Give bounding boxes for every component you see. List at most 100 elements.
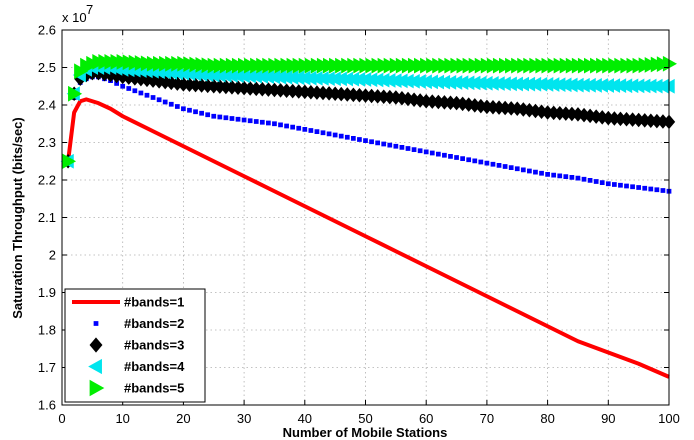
series-marker [563, 174, 569, 179]
series-marker [168, 101, 174, 107]
series-marker [387, 142, 393, 148]
series-marker [266, 120, 271, 126]
series-marker [599, 180, 605, 185]
x-tick-label: 0 [58, 411, 65, 426]
y-tick-label: 1.9 [38, 285, 56, 300]
series-marker [199, 110, 204, 116]
series-marker [144, 92, 150, 98]
series-marker [363, 138, 368, 143]
series-marker [520, 167, 526, 173]
y-axis-label: Saturation Throughput (bits/sec) [10, 117, 25, 319]
x-tick-label: 60 [419, 411, 433, 426]
series-marker [308, 128, 314, 133]
y-tick-label: 2.2 [38, 173, 56, 188]
series-marker [241, 117, 247, 123]
x-tick-label: 40 [298, 411, 312, 426]
series-marker [332, 132, 338, 138]
series-marker [344, 134, 350, 140]
series-marker [502, 164, 508, 169]
series-marker [320, 130, 326, 136]
ticks: 0 10 20 30 40 50 60 70 80 90 100 1.6 1.7 1.8 1.9 2 2.1 2.… [38, 23, 680, 427]
series-marker [514, 166, 520, 172]
series-marker [205, 112, 211, 118]
legend-swatch [93, 321, 99, 326]
series-marker [642, 185, 648, 191]
series-marker [527, 168, 532, 174]
series-layer [60, 54, 678, 379]
series-marker [369, 139, 374, 145]
series-marker [338, 133, 344, 139]
series-marker [272, 121, 277, 127]
series-marker [648, 186, 654, 192]
legend-swatch [89, 379, 105, 397]
series-marker [569, 175, 575, 180]
y-tick-label: 1.6 [38, 398, 56, 413]
y-tick-label: 2.4 [38, 98, 56, 113]
series-marker [259, 119, 265, 125]
series-marker [630, 184, 635, 190]
y-tick-label: 2.1 [38, 210, 56, 225]
series-marker [357, 137, 362, 142]
series-marker [454, 155, 459, 160]
series-marker [472, 158, 478, 164]
series-marker [618, 182, 623, 188]
series-marker [247, 118, 253, 124]
series-marker [557, 173, 563, 179]
series-marker [466, 157, 472, 163]
series-marker [156, 97, 162, 103]
series-marker [393, 143, 399, 149]
series-marker [490, 161, 496, 167]
series-marker [405, 146, 411, 151]
series-marker [162, 99, 168, 105]
series-5 [61, 54, 678, 170]
legend: #bands=1 #bands=2 #bands=3 #bands=4 #bands=5 [64, 288, 206, 403]
series-marker [624, 183, 629, 189]
series-marker [174, 104, 180, 109]
series-marker [229, 116, 235, 121]
x-tick-label: 90 [601, 411, 615, 426]
series-marker [399, 145, 405, 150]
y-tick-label: 2.3 [38, 135, 56, 150]
y-tick-label: 2.6 [38, 23, 56, 38]
series-marker [150, 95, 156, 100]
series-marker [284, 123, 289, 129]
y-tick-label: 2.5 [38, 60, 56, 75]
y-tick-label: 1.8 [38, 323, 56, 338]
series-marker [423, 149, 429, 155]
y-tick-label: 1.7 [38, 360, 56, 375]
series-marker [126, 86, 132, 91]
series-marker [314, 129, 320, 134]
series-marker [581, 176, 587, 182]
series-marker [278, 122, 283, 128]
series-marker [660, 188, 666, 193]
legend-label: #bands=2 [124, 316, 184, 331]
series-marker [235, 116, 241, 122]
series-1 [66, 97, 670, 379]
series-marker [478, 159, 484, 165]
legend-label: #bands=3 [124, 338, 184, 353]
series-marker [375, 140, 381, 146]
series-marker [508, 165, 514, 170]
series-marker [429, 150, 435, 156]
series-marker [211, 113, 217, 119]
series-marker [636, 185, 642, 190]
series-marker [290, 124, 296, 130]
series-marker [187, 107, 192, 113]
x-axis-label: Number of Mobile Stations [283, 425, 448, 440]
series-marker [326, 131, 332, 137]
series-marker [411, 147, 417, 152]
y-tick-label: 2 [49, 248, 56, 263]
x-tick-label: 30 [237, 411, 251, 426]
series-marker [296, 125, 302, 131]
series-marker [68, 85, 83, 102]
series-marker [435, 151, 441, 157]
series-marker [654, 187, 660, 193]
series-marker [551, 172, 557, 178]
y-multiplier-exponent: 7 [86, 2, 93, 17]
series-marker [120, 83, 126, 89]
series-marker [545, 172, 550, 177]
series-marker [460, 156, 465, 161]
x-tick-label: 10 [115, 411, 129, 426]
series-marker [587, 178, 593, 183]
